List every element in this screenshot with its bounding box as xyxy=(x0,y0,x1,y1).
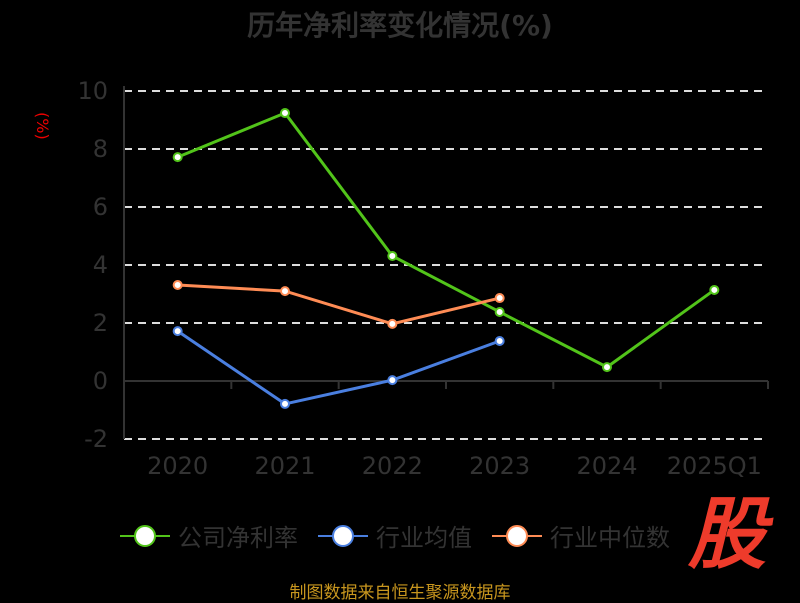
x-tick-label: 2023 xyxy=(469,452,530,480)
x-tick-label: 2021 xyxy=(254,452,315,480)
y-tick-label: -2 xyxy=(84,425,108,453)
logo: 股 xyxy=(688,490,767,580)
series-line xyxy=(177,283,501,326)
data-point xyxy=(387,375,398,386)
data-point xyxy=(709,284,720,295)
data-point xyxy=(172,326,183,337)
data-point xyxy=(387,318,398,329)
data-point xyxy=(494,306,505,317)
y-tick-label: 8 xyxy=(93,135,108,163)
y-tick-label: 0 xyxy=(93,367,108,395)
legend-label: 行业中位数 xyxy=(550,524,670,552)
legend-item-company[interactable]: 公司净利率 xyxy=(120,518,298,553)
y-tick-label: 6 xyxy=(93,193,108,221)
data-point xyxy=(280,286,290,297)
y-tick-label: 2 xyxy=(93,309,108,337)
data-point xyxy=(602,362,612,373)
legend: 公司净利率 行业均值 行业中位数 xyxy=(120,518,670,553)
series-line xyxy=(176,329,501,406)
data-point xyxy=(494,293,505,304)
chart-title: 历年净利率变化情况(%) xyxy=(247,9,553,42)
y-tick-label: 4 xyxy=(93,251,108,279)
data-point xyxy=(280,398,290,409)
data-point xyxy=(494,335,505,346)
legend-label: 行业均值 xyxy=(376,524,472,552)
source-note: 制图数据来自恒生聚源数据库 xyxy=(289,583,511,603)
y-tick-label: 10 xyxy=(77,77,108,105)
x-tick-label: 2025Q1 xyxy=(667,452,762,480)
series-line xyxy=(177,111,716,369)
data-point xyxy=(280,108,290,119)
legend-marker-icon xyxy=(492,524,542,547)
x-tick-label: 2020 xyxy=(147,452,208,480)
data-point xyxy=(387,251,398,262)
legend-label: 公司净利率 xyxy=(178,524,298,552)
legend-marker-icon xyxy=(120,524,170,547)
data-point xyxy=(172,152,183,163)
legend-marker-icon xyxy=(318,524,368,547)
legend-item-industry-median[interactable]: 行业中位数 xyxy=(492,518,670,553)
x-tick-label: 2024 xyxy=(576,452,637,480)
data-point xyxy=(172,280,183,291)
legend-item-industry-mean[interactable]: 行业均值 xyxy=(318,518,472,553)
x-tick-label: 2022 xyxy=(362,452,423,480)
